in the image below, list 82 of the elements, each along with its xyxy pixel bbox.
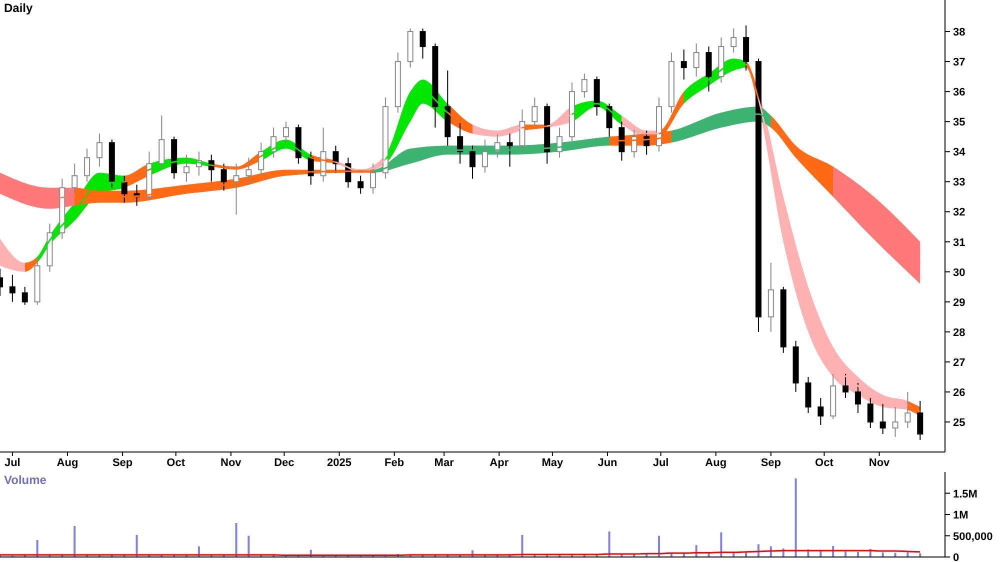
y-tick-label: 1.5M — [953, 488, 978, 500]
candlestick — [96, 133, 102, 168]
candlestick — [581, 73, 588, 98]
candlestick — [606, 103, 612, 138]
bar — [794, 478, 797, 557]
y-tick-label: 28 — [953, 326, 966, 339]
y-tick-label: 32 — [953, 206, 966, 219]
candlestick — [680, 49, 687, 80]
y-tick-label: 31 — [953, 236, 966, 249]
x-tick-label: Aug — [56, 457, 78, 469]
candlestick — [457, 121, 464, 164]
y-tick-label: 37 — [953, 56, 966, 69]
x-tick-label: Sep — [760, 457, 782, 469]
candlestick — [904, 391, 911, 428]
x-tick-label: Nov — [220, 457, 242, 469]
bar — [844, 551, 847, 557]
x-tick-label: Nov — [868, 457, 891, 469]
y-tick-label: 26 — [953, 386, 966, 399]
x-tick-label: 2025 — [327, 457, 352, 469]
y-tick-label: 0 — [953, 552, 960, 562]
candlestick — [420, 28, 426, 60]
x-tick-label: Jun — [598, 457, 618, 469]
bar — [608, 532, 610, 557]
x-tick-label: Aug — [705, 457, 727, 469]
y-tick-label: 35 — [953, 116, 966, 129]
candlestick — [854, 382, 861, 414]
bar — [521, 534, 524, 557]
y-tick-label: 27 — [953, 356, 966, 369]
y-tick-label: 30 — [953, 266, 966, 279]
x-tick-label: Mar — [434, 457, 455, 469]
chart-title: Volume — [4, 473, 47, 487]
candlestick — [556, 127, 563, 158]
candlestick — [9, 274, 16, 302]
candlestick — [506, 133, 513, 168]
y-tick-label: 38 — [953, 26, 966, 39]
candlestick — [818, 397, 824, 426]
y-tick-label: 36 — [953, 86, 966, 99]
x-tick-label: Feb — [384, 457, 404, 469]
candlestick — [270, 127, 277, 158]
x-tick-label: Sep — [112, 457, 133, 469]
y-tick-label: 29 — [953, 296, 966, 309]
candlestick — [880, 403, 886, 434]
x-tick-label: Oct — [815, 457, 834, 469]
candlestick — [917, 400, 924, 440]
y-tick-label: 33 — [953, 176, 966, 189]
candlestick — [72, 163, 78, 194]
candlestick — [233, 163, 240, 216]
candlestick — [220, 163, 227, 192]
y-tick-label: 34 — [953, 146, 966, 159]
candlestick — [22, 286, 28, 306]
y-tick-label: 500,000 — [953, 530, 993, 543]
candlestick — [631, 127, 638, 158]
candlestick — [867, 397, 874, 428]
candlestick — [184, 154, 190, 182]
candlestick — [482, 139, 488, 174]
x-tick-label: Apr — [490, 457, 510, 469]
x-tick-label: Oct — [166, 457, 186, 469]
candlestick — [258, 142, 264, 176]
bar — [74, 526, 76, 557]
candlestick — [282, 121, 289, 144]
bar — [919, 553, 922, 557]
candlestick — [470, 145, 476, 180]
y-tick-label: 1M — [953, 510, 968, 522]
candlestick — [842, 373, 849, 398]
candlestick — [730, 28, 737, 54]
bar — [235, 523, 238, 557]
x-tick-label: Jul — [4, 457, 20, 469]
y-tick-label: 25 — [953, 416, 966, 429]
candlestick — [892, 406, 898, 438]
candlestick — [84, 148, 90, 182]
candlestick — [370, 163, 376, 194]
candlestick — [693, 43, 700, 78]
candlestick — [358, 175, 364, 194]
bar — [720, 532, 722, 557]
x-tick-label: May — [542, 457, 564, 469]
candlestick — [532, 97, 538, 128]
bar — [136, 534, 138, 557]
chart-title: Daily — [4, 1, 34, 15]
x-tick-label: Jul — [652, 457, 669, 469]
candlestick — [121, 175, 128, 204]
x-tick-label: Dec — [274, 457, 294, 469]
candlestick — [246, 157, 252, 186]
